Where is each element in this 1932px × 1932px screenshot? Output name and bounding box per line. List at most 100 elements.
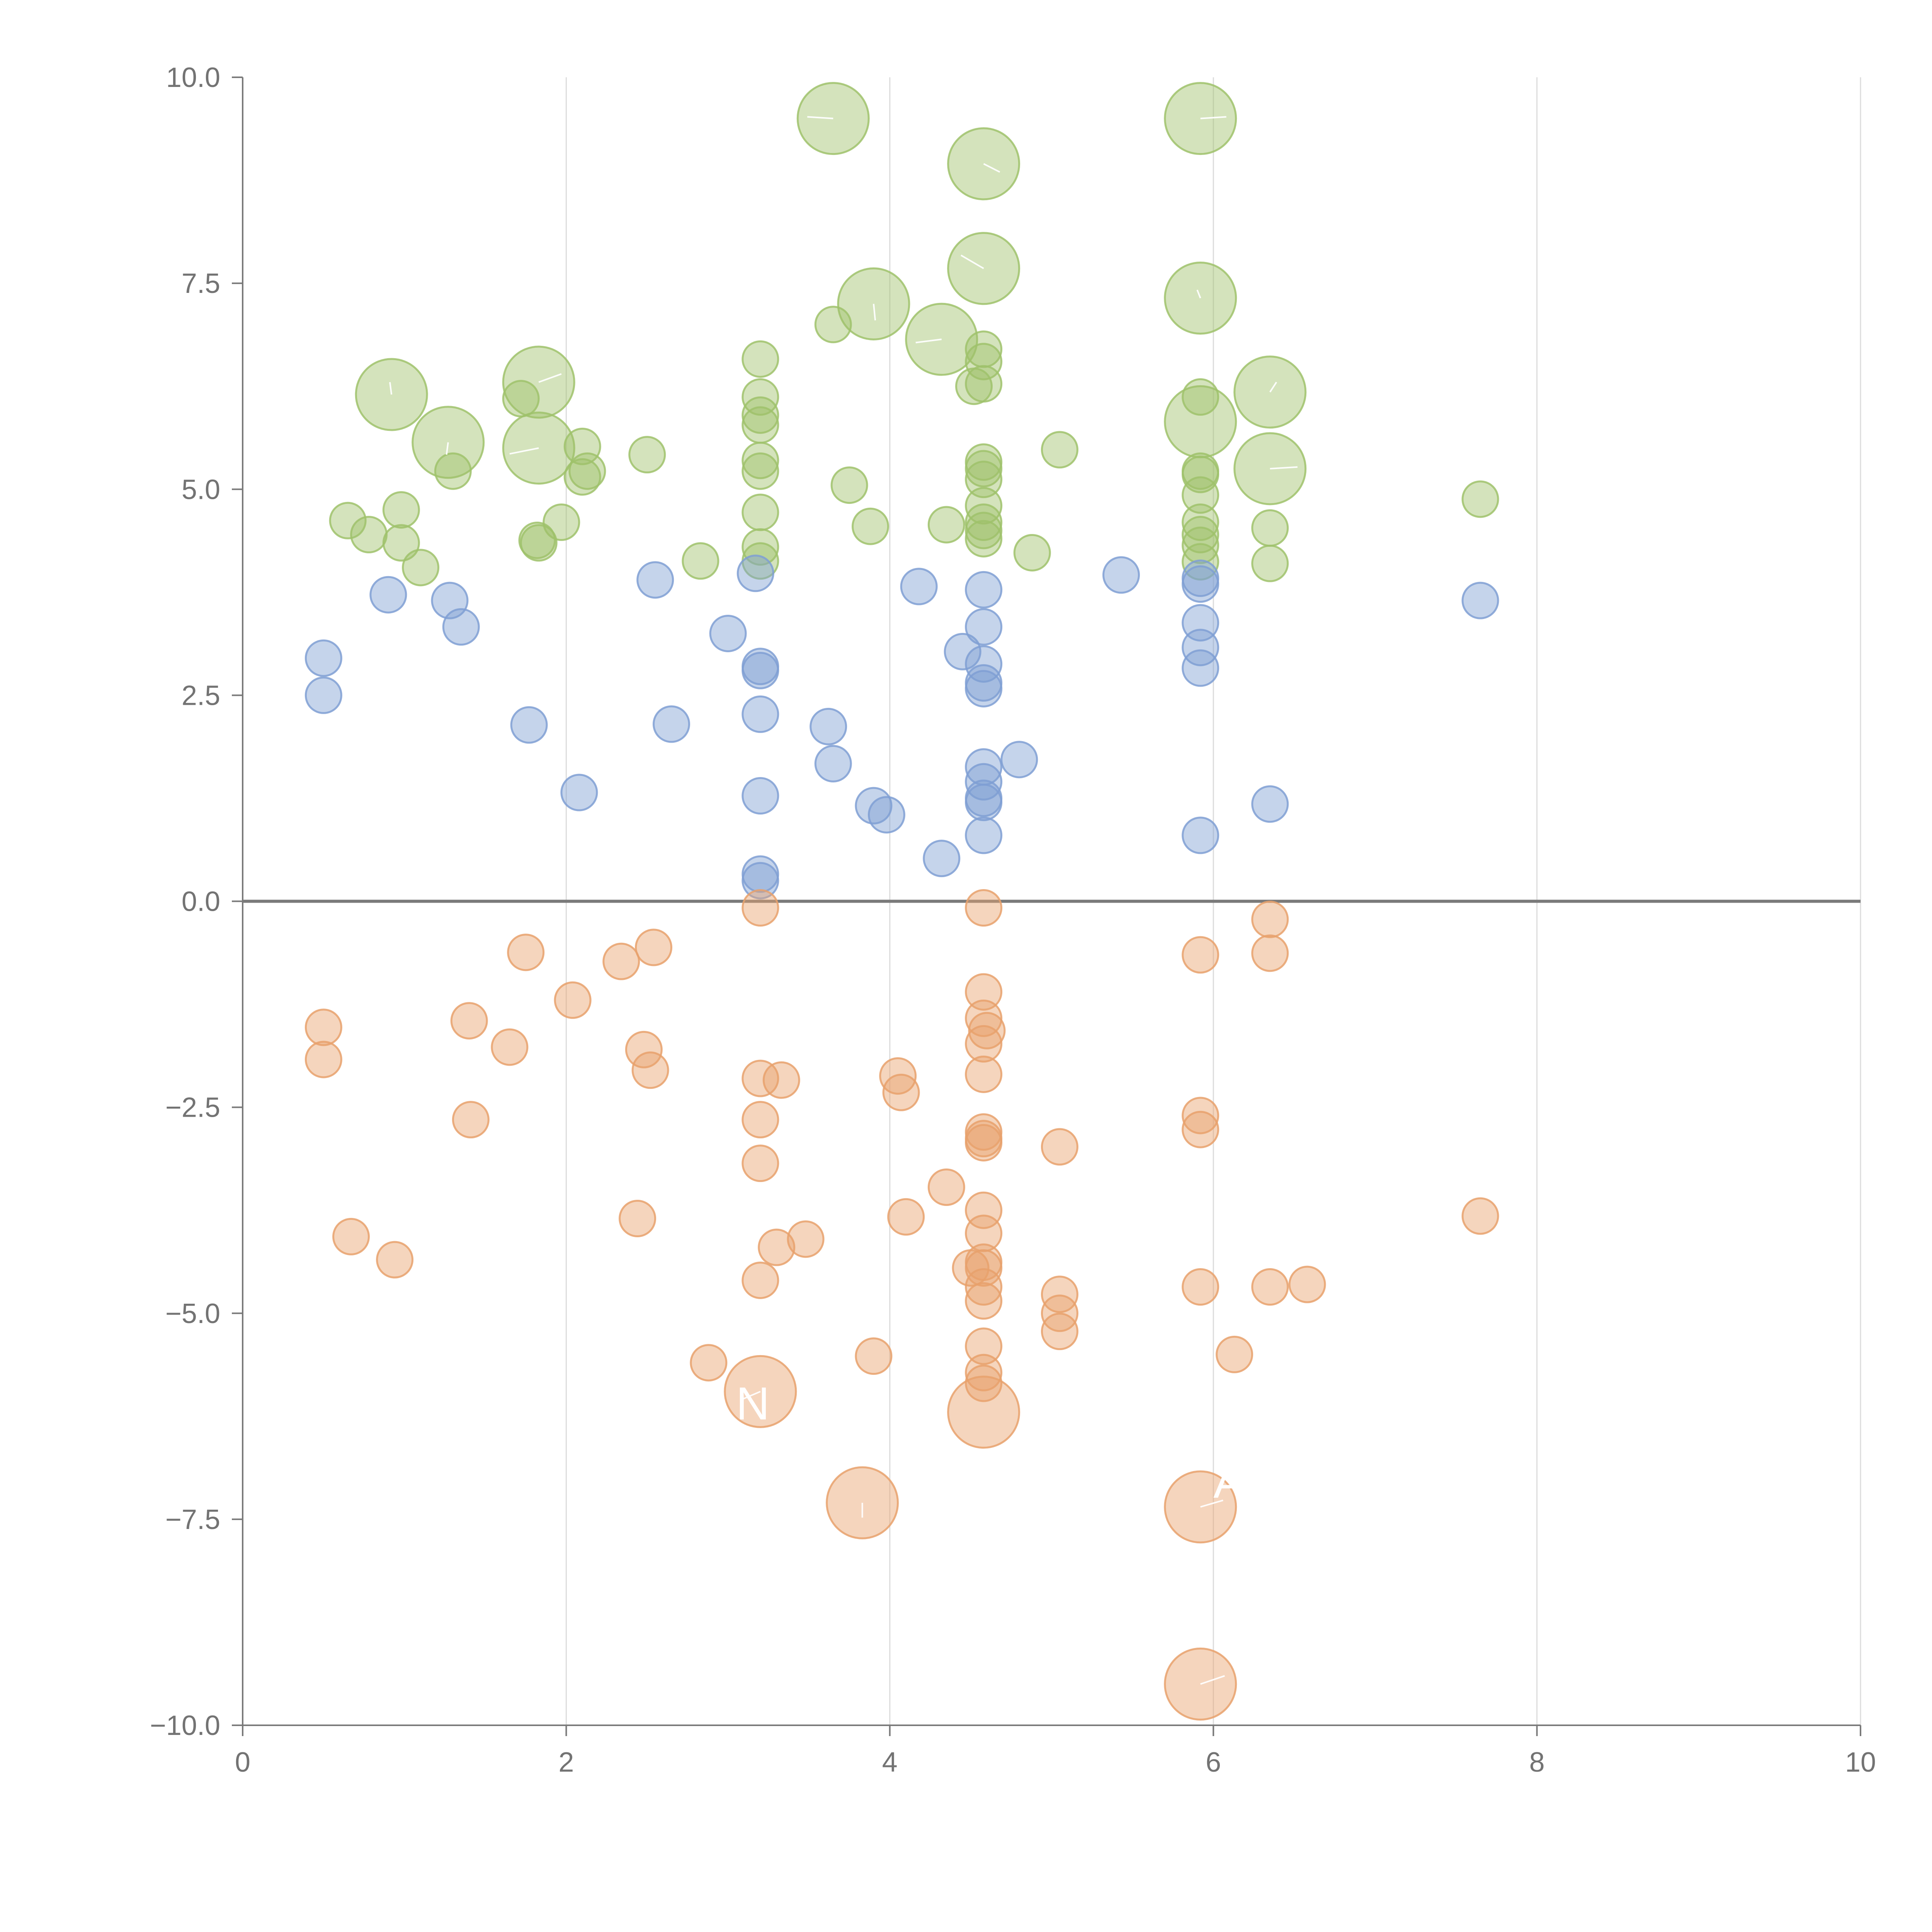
y-tick-label: 10.0 bbox=[166, 62, 220, 93]
x-tick-label: 4 bbox=[882, 1747, 898, 1778]
data-point-green bbox=[742, 452, 779, 490]
x-tick-label: 8 bbox=[1529, 1747, 1545, 1778]
data-point-blue bbox=[1251, 785, 1289, 823]
leader-line bbox=[961, 254, 984, 269]
data-point-green bbox=[742, 493, 779, 531]
leader-line bbox=[807, 116, 833, 119]
data-point-green bbox=[965, 461, 1003, 498]
data-point-orange bbox=[968, 1012, 1006, 1049]
data-point-orange bbox=[787, 1220, 825, 1258]
data-point-orange bbox=[634, 929, 672, 966]
x-tick-label: 2 bbox=[558, 1747, 574, 1778]
data-point-green bbox=[1182, 456, 1219, 493]
data-point-orange bbox=[855, 1337, 893, 1375]
data-point-orange bbox=[1041, 1276, 1078, 1313]
data-point-green bbox=[1461, 480, 1499, 518]
data-point-green bbox=[742, 406, 779, 444]
data-point-orange bbox=[1288, 1265, 1326, 1303]
data-point-green bbox=[830, 466, 868, 504]
y-tick-label: 7.5 bbox=[182, 268, 220, 299]
data-point-orange bbox=[965, 1327, 1003, 1365]
data-point-blue bbox=[965, 608, 1003, 646]
data-point-green bbox=[568, 452, 606, 490]
y-tick-label: −7.5 bbox=[165, 1504, 220, 1535]
data-point-orange bbox=[965, 999, 1003, 1037]
leader-line bbox=[915, 338, 942, 344]
data-point-green bbox=[434, 452, 472, 490]
data-point-blue bbox=[742, 862, 779, 900]
data-point-green bbox=[965, 520, 1003, 558]
data-point-orange bbox=[965, 889, 1003, 927]
data-point-blue bbox=[923, 840, 961, 878]
data-point-orange bbox=[491, 1028, 529, 1066]
data-point-green bbox=[814, 306, 852, 344]
data-point-green bbox=[1182, 526, 1219, 564]
data-point-green bbox=[947, 127, 1020, 201]
data-point-blue bbox=[867, 796, 905, 834]
data-point-green bbox=[1182, 503, 1219, 541]
data-point-orange bbox=[965, 1124, 1003, 1162]
leader-line bbox=[509, 447, 539, 455]
data-point-green bbox=[1182, 378, 1219, 416]
data-point-blue bbox=[965, 816, 1003, 854]
leader-line bbox=[1196, 289, 1201, 299]
data-point-blue bbox=[1182, 629, 1219, 667]
data-point-green bbox=[1013, 534, 1051, 571]
data-point-orange bbox=[762, 1061, 800, 1099]
data-point-green bbox=[520, 524, 558, 562]
data-point-blue bbox=[965, 670, 1003, 707]
data-point-orange bbox=[602, 942, 640, 980]
data-point-blue bbox=[1102, 556, 1140, 594]
data-point-green bbox=[927, 506, 965, 544]
data-point-green bbox=[682, 542, 719, 580]
data-point-blue bbox=[1182, 816, 1219, 854]
data-point-blue bbox=[636, 561, 674, 599]
data-point-blue bbox=[510, 706, 548, 744]
data-point-blue bbox=[742, 651, 779, 689]
leader-line bbox=[389, 382, 393, 395]
data-point-orange bbox=[376, 1241, 414, 1279]
data-point-orange bbox=[742, 1261, 779, 1299]
data-point-orange bbox=[758, 1228, 796, 1266]
leader-line bbox=[446, 442, 449, 455]
data-point-blue bbox=[810, 707, 847, 745]
leader-line bbox=[538, 373, 562, 383]
data-point-green bbox=[402, 549, 440, 587]
y-tick-label: −2.5 bbox=[165, 1092, 220, 1123]
data-point-green bbox=[965, 450, 1003, 488]
data-point-green bbox=[742, 396, 779, 434]
data-point-orange bbox=[1251, 934, 1289, 972]
data-point-orange bbox=[742, 1145, 779, 1182]
data-point-green bbox=[852, 507, 889, 545]
leader-line bbox=[1200, 1675, 1225, 1685]
data-point-green bbox=[1182, 516, 1219, 554]
data-point-orange bbox=[947, 1376, 1020, 1449]
data-point-orange bbox=[879, 1057, 917, 1095]
y-tick-label: 0.0 bbox=[182, 886, 220, 917]
leader-line bbox=[1269, 381, 1277, 393]
data-point-orange bbox=[742, 889, 779, 927]
y-tick-label: 2.5 bbox=[182, 680, 220, 711]
data-point-orange bbox=[965, 1354, 1003, 1391]
data-point-green bbox=[965, 503, 1003, 541]
data-point-green bbox=[563, 427, 601, 465]
data-point-green bbox=[350, 516, 388, 554]
data-point-blue bbox=[442, 608, 480, 646]
data-point-blue bbox=[1000, 741, 1038, 779]
data-point-blue bbox=[560, 774, 598, 811]
data-point-blue bbox=[965, 784, 1003, 821]
data-point-orange bbox=[1182, 1097, 1219, 1134]
data-point-orange bbox=[1251, 1268, 1289, 1306]
data-point-orange bbox=[742, 1060, 779, 1097]
data-point-blue bbox=[304, 639, 342, 677]
axes: 0 2 4 6 8 10 10.0 7.5 5.0 2.5 0.0 −2.5 −5.0 −7.5 −10.0 bbox=[150, 62, 1876, 1778]
annotations: A R N A bbox=[736, 113, 1244, 1508]
point-annotation: R bbox=[1029, 1386, 1063, 1438]
data-point-orange bbox=[507, 934, 545, 971]
data-point-green bbox=[563, 458, 601, 496]
data-point-green bbox=[502, 380, 540, 418]
data-point-orange bbox=[332, 1218, 370, 1255]
data-point-orange bbox=[1216, 1335, 1253, 1373]
data-point-green bbox=[518, 521, 556, 559]
